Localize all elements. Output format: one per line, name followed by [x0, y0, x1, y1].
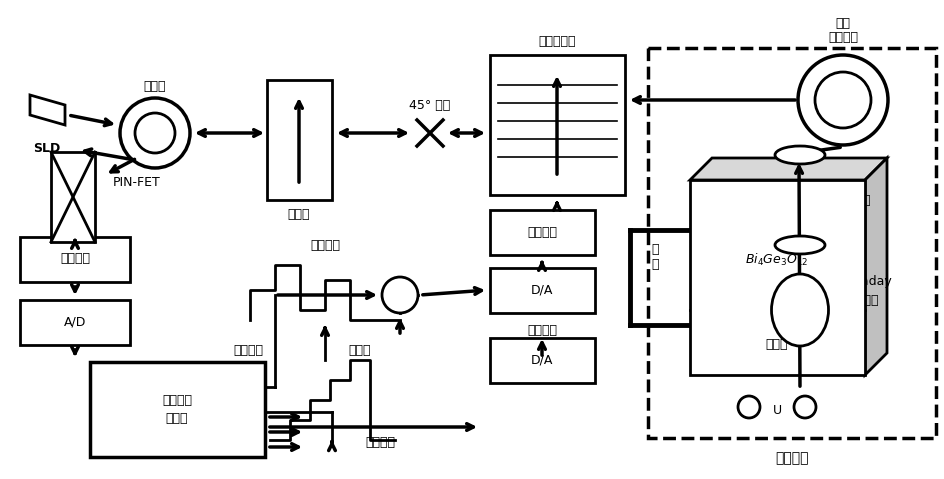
Circle shape [135, 113, 175, 153]
Text: 第二反馈: 第二反馈 [233, 343, 263, 356]
Text: 起偏器: 起偏器 [288, 208, 311, 221]
Bar [775, 155, 825, 245]
Text: SLD: SLD [33, 141, 60, 155]
Text: 分束器: 分束器 [143, 80, 166, 92]
Text: D/A: D/A [531, 354, 553, 366]
Bar [267, 80, 332, 200]
Text: 保偏延迟: 保偏延迟 [828, 31, 858, 44]
Text: U: U [772, 403, 782, 417]
Text: PIN-FET: PIN-FET [113, 175, 160, 189]
Text: 传感元件: 传感元件 [775, 451, 809, 465]
Circle shape [738, 396, 760, 418]
Bar [490, 338, 595, 383]
Bar [690, 180, 865, 375]
Bar [490, 210, 595, 255]
Text: Faraday: Faraday [843, 275, 893, 288]
Text: A/D: A/D [64, 316, 86, 329]
Text: 主反馈: 主反馈 [348, 343, 371, 356]
Text: 光纤: 光纤 [835, 16, 851, 30]
Polygon shape [865, 158, 887, 375]
Text: D/A: D/A [531, 284, 553, 297]
Circle shape [382, 277, 418, 313]
Circle shape [794, 396, 816, 418]
Bar [90, 362, 265, 457]
Text: 相位调制器: 相位调制器 [538, 34, 576, 47]
Bar [768, 270, 833, 350]
Text: 电
极: 电 极 [651, 243, 659, 271]
Bar [490, 55, 625, 195]
Text: 反射镜: 反射镜 [766, 339, 788, 352]
Circle shape [798, 55, 888, 145]
Bar [51, 152, 95, 242]
Text: 45° 熔接: 45° 熔接 [410, 99, 450, 112]
Text: 驱动电路: 驱动电路 [527, 226, 557, 239]
Circle shape [815, 72, 871, 128]
Bar [490, 268, 595, 313]
Text: 前置放大: 前置放大 [60, 252, 90, 265]
Polygon shape [30, 95, 65, 125]
Ellipse shape [775, 236, 825, 254]
Ellipse shape [775, 146, 825, 164]
Text: 旋光器: 旋光器 [857, 294, 879, 307]
Text: 准直器: 准直器 [849, 194, 871, 206]
Text: 四态调制: 四态调制 [310, 239, 340, 251]
Text: 数字信号: 数字信号 [162, 395, 192, 408]
Polygon shape [690, 158, 887, 180]
Ellipse shape [771, 274, 829, 346]
Bar [20, 300, 130, 345]
Text: 参考电压: 参考电压 [527, 324, 557, 338]
Circle shape [120, 98, 190, 168]
Bar [648, 48, 936, 438]
Text: 数字输出: 数字输出 [365, 435, 395, 448]
Text: 处理器: 处理器 [166, 412, 188, 425]
Bar [20, 237, 130, 282]
Text: $Bi_4Ge_3O_{12}$: $Bi_4Ge_3O_{12}$ [746, 252, 809, 268]
